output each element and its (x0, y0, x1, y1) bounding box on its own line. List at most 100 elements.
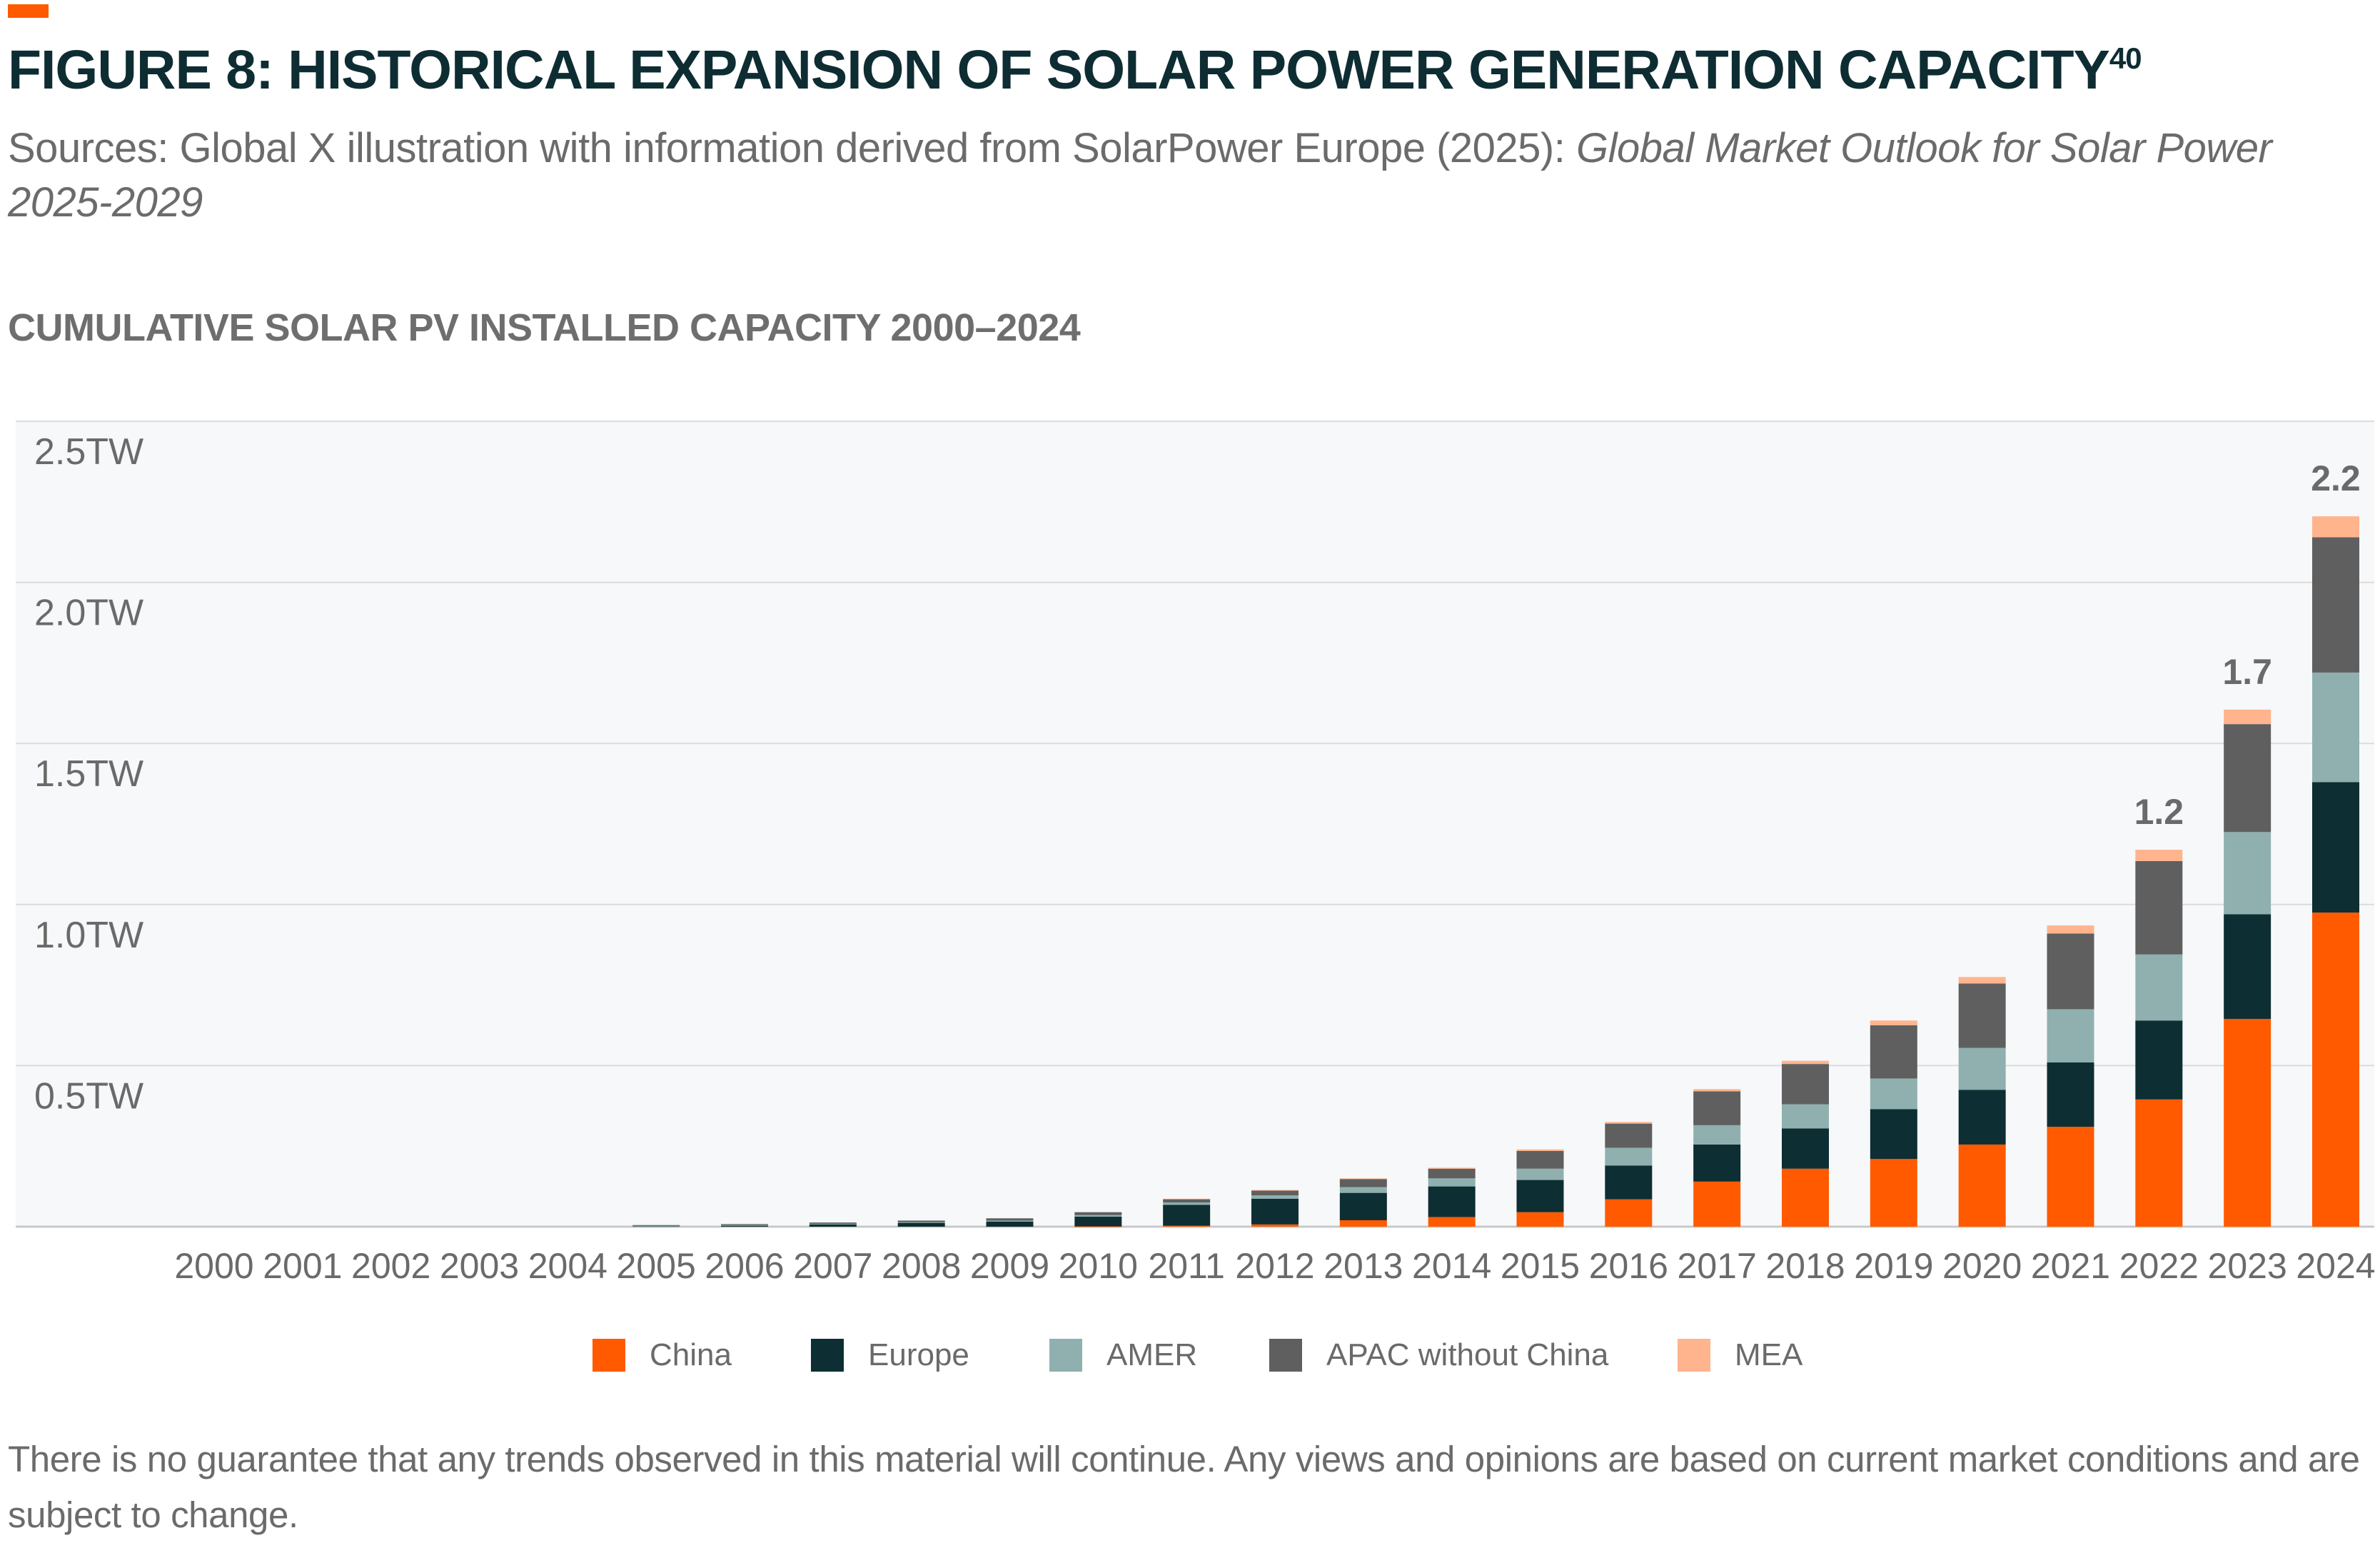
bar-segment (1693, 1091, 1741, 1125)
bar-segment (1339, 1178, 1387, 1180)
bar-segment (1605, 1122, 1653, 1124)
bar-segment (1870, 1020, 1917, 1025)
bar-segment (809, 1223, 857, 1225)
bar-segment (1251, 1190, 1299, 1196)
x-tick-label: 2006 (705, 1246, 784, 1286)
x-tick-label: 2012 (1235, 1246, 1314, 1286)
x-tick-label: 2016 (1589, 1246, 1668, 1286)
legend-swatch (1269, 1339, 1302, 1372)
bar-segment (1516, 1180, 1564, 1212)
bar-segment (1251, 1190, 1299, 1191)
y-tick-label: 1.5TW (34, 753, 143, 795)
bar-segment (1428, 1178, 1476, 1187)
x-tick-label: 2021 (2031, 1246, 2110, 1286)
bar-segment (2312, 782, 2359, 913)
bar-segment (1958, 983, 2006, 1048)
sources-prefix: Sources: Global X illustration with info… (8, 125, 1576, 171)
disclaimer: There is no guarantee that any trends ob… (8, 1439, 2360, 1535)
bar-segment (2047, 1009, 2094, 1062)
sources-report-title: Global Market Outlook for Solar Power 20… (8, 125, 2272, 226)
figure-title-text: FIGURE 8: HISTORICAL EXPANSION OF SOLAR … (8, 39, 2110, 101)
bar-segment (1870, 1025, 1917, 1079)
bar-segment (2047, 1062, 2094, 1127)
legend-label: China (650, 1337, 732, 1372)
bar-segment (1163, 1202, 1211, 1205)
bar-segment (2135, 1099, 2183, 1227)
total-data-label: 1.7 (2222, 652, 2272, 692)
sources-note: Sources: Global X illustration with info… (8, 121, 2364, 230)
accent-bar (8, 4, 49, 18)
bar-segment (2047, 925, 2094, 934)
bar-segment (1870, 1109, 1917, 1160)
x-tick-label: 2008 (882, 1246, 961, 1286)
bar-segment (2047, 1127, 2094, 1227)
legend-swatch (1678, 1339, 1710, 1372)
bar-segment (1428, 1186, 1476, 1217)
bar-segment (1693, 1144, 1741, 1182)
legend-label: Europe (868, 1337, 969, 1372)
legend-swatch (811, 1339, 844, 1372)
bar-segment (1074, 1215, 1122, 1217)
bar-segment (1428, 1168, 1476, 1179)
bar-segment (721, 1225, 768, 1227)
bar-segment (1958, 1090, 2006, 1145)
x-tick-label: 2004 (528, 1246, 607, 1286)
x-tick-label: 2007 (793, 1246, 872, 1286)
legend-label: APAC without China (1326, 1337, 1609, 1372)
bar-segment (2224, 709, 2271, 725)
x-tick-label: 2001 (263, 1246, 342, 1286)
bar-segment (986, 1221, 1034, 1227)
bar-segment (1958, 1047, 2006, 1090)
chart-title: CUMULATIVE SOLAR PV INSTALLED CAPACITY 2… (8, 306, 1081, 349)
bar-segment (1870, 1159, 1917, 1227)
bar-segment (897, 1222, 945, 1227)
bar-segment (1428, 1217, 1476, 1227)
bar-segment (809, 1222, 857, 1224)
x-tick-label: 2000 (174, 1246, 253, 1286)
x-tick-label: 2005 (617, 1246, 696, 1286)
bar-segment (897, 1220, 945, 1222)
bar-segment (1516, 1168, 1564, 1180)
legend-label: MEA (1735, 1337, 1803, 1372)
bar-segment (2312, 672, 2359, 783)
bar-segment (1516, 1150, 1564, 1169)
x-tick-label: 2013 (1323, 1246, 1403, 1286)
bar-segment (1339, 1220, 1387, 1227)
bar-segment (1605, 1147, 1653, 1166)
y-tick-label: 0.5TW (34, 1075, 143, 1117)
bar-segment (2224, 1018, 2271, 1227)
x-tick-label: 2015 (1501, 1246, 1580, 1286)
legend-item: AMER (1049, 1334, 1197, 1377)
bar-segment (1516, 1149, 1564, 1151)
bar-segment (632, 1225, 680, 1227)
bar-segment (1074, 1212, 1122, 1215)
bar-segment (897, 1222, 945, 1223)
legend-swatch (593, 1339, 625, 1372)
bar-segment (986, 1218, 1034, 1221)
x-tick-label: 2024 (2296, 1246, 2375, 1286)
figure-title: FIGURE 8: HISTORICAL EXPANSION OF SOLAR … (8, 39, 2142, 102)
legend-swatch (1049, 1339, 1082, 1372)
bar-segment (986, 1220, 1034, 1222)
x-tick-label: 2020 (1942, 1246, 2022, 1286)
bar-segment (2224, 832, 2271, 915)
bar-segment (1870, 1078, 1917, 1110)
legend-label: AMER (1106, 1337, 1198, 1372)
plot-area (16, 421, 2374, 1227)
bar-segment (632, 1225, 680, 1226)
bar-segment (2047, 933, 2094, 1010)
bar-segment (1339, 1187, 1387, 1193)
bar-segment (2312, 516, 2359, 538)
bar-segment (2135, 860, 2183, 955)
bar-segment (1693, 1125, 1741, 1145)
bar-segment (1605, 1199, 1653, 1227)
x-tick-label: 2014 (1412, 1246, 1491, 1286)
y-tick-label: 1.0TW (34, 915, 143, 956)
x-tick-label: 2003 (440, 1246, 519, 1286)
bar-segment (1339, 1179, 1387, 1187)
bar-segment (1693, 1181, 1741, 1227)
bar-segment (1516, 1212, 1564, 1227)
bar-segment (1958, 1144, 2006, 1227)
total-data-label: 2.2 (2311, 458, 2361, 498)
